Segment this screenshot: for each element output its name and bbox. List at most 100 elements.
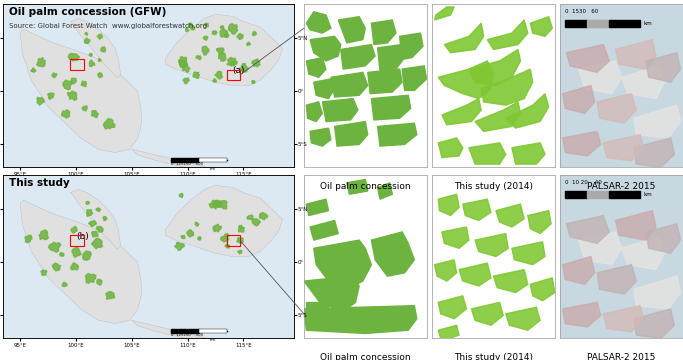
Text: This study (2014): This study (2014): [454, 182, 533, 191]
Polygon shape: [634, 138, 674, 167]
Polygon shape: [307, 58, 326, 77]
Polygon shape: [218, 201, 227, 209]
Polygon shape: [221, 237, 229, 242]
Polygon shape: [400, 33, 423, 59]
Polygon shape: [603, 135, 644, 161]
Polygon shape: [563, 131, 601, 156]
Text: Oil palm concession: Oil palm concession: [320, 353, 410, 360]
Text: Oil palm concession (GFW): Oil palm concession (GFW): [10, 7, 167, 17]
Polygon shape: [193, 72, 199, 78]
Polygon shape: [587, 191, 609, 198]
Polygon shape: [191, 26, 195, 30]
Polygon shape: [251, 80, 255, 84]
Polygon shape: [442, 99, 482, 125]
Polygon shape: [438, 194, 459, 216]
Polygon shape: [60, 253, 64, 256]
Polygon shape: [171, 158, 199, 162]
Polygon shape: [92, 231, 98, 237]
Polygon shape: [307, 102, 322, 122]
Polygon shape: [471, 302, 503, 325]
Polygon shape: [331, 302, 347, 315]
Polygon shape: [335, 122, 367, 146]
Polygon shape: [213, 224, 221, 232]
Polygon shape: [378, 123, 417, 146]
Polygon shape: [220, 28, 228, 37]
Text: Source: Global Forest Watch  www.globalforestwatch.org: Source: Global Forest Watch www.globalfo…: [10, 23, 207, 29]
Bar: [70, 59, 84, 69]
Bar: [227, 235, 240, 246]
Polygon shape: [180, 61, 188, 68]
Polygon shape: [227, 58, 238, 66]
Polygon shape: [188, 23, 193, 29]
Polygon shape: [378, 183, 392, 199]
Polygon shape: [307, 199, 329, 216]
Polygon shape: [213, 201, 222, 207]
Text: 0  10 20    40: 0 10 20 40: [566, 180, 602, 185]
Polygon shape: [225, 244, 229, 248]
Polygon shape: [563, 256, 595, 284]
Polygon shape: [179, 57, 186, 65]
Polygon shape: [307, 302, 329, 315]
Polygon shape: [62, 283, 67, 287]
Polygon shape: [563, 85, 595, 113]
Polygon shape: [634, 105, 680, 138]
Text: This study: This study: [10, 178, 70, 188]
Polygon shape: [260, 212, 268, 220]
Polygon shape: [20, 29, 142, 153]
Polygon shape: [68, 91, 76, 100]
Polygon shape: [97, 279, 102, 285]
Polygon shape: [367, 69, 402, 94]
Polygon shape: [459, 263, 491, 286]
Polygon shape: [20, 200, 142, 324]
Text: Oil palm concession: Oil palm concession: [320, 182, 410, 191]
Polygon shape: [52, 73, 57, 77]
Polygon shape: [434, 7, 454, 20]
Polygon shape: [603, 306, 644, 332]
Polygon shape: [180, 193, 183, 198]
Polygon shape: [165, 14, 283, 85]
Polygon shape: [71, 263, 79, 270]
Polygon shape: [238, 250, 242, 254]
Polygon shape: [87, 210, 93, 216]
Polygon shape: [252, 59, 260, 67]
Polygon shape: [165, 185, 283, 256]
Polygon shape: [239, 225, 242, 228]
Polygon shape: [615, 40, 656, 69]
Polygon shape: [61, 110, 70, 118]
Polygon shape: [530, 278, 555, 301]
Polygon shape: [338, 17, 365, 43]
Polygon shape: [341, 45, 375, 69]
Polygon shape: [238, 227, 245, 232]
Polygon shape: [434, 260, 457, 281]
Polygon shape: [82, 106, 87, 111]
Polygon shape: [224, 33, 229, 37]
Polygon shape: [96, 226, 103, 232]
Polygon shape: [307, 12, 331, 33]
Text: km: km: [210, 167, 216, 171]
Text: 0  125250    500: 0 125250 500: [171, 162, 203, 166]
Polygon shape: [85, 274, 96, 283]
Polygon shape: [103, 217, 107, 220]
Polygon shape: [482, 69, 533, 105]
Polygon shape: [98, 59, 101, 62]
Text: PALSAR-2 2015: PALSAR-2 2015: [587, 182, 656, 191]
Polygon shape: [71, 226, 77, 233]
Polygon shape: [237, 33, 243, 39]
Polygon shape: [231, 61, 235, 66]
Polygon shape: [81, 81, 87, 87]
Polygon shape: [646, 224, 680, 253]
Polygon shape: [372, 20, 396, 45]
Polygon shape: [182, 65, 190, 72]
Polygon shape: [579, 61, 622, 94]
Polygon shape: [86, 201, 89, 204]
Polygon shape: [48, 93, 54, 99]
Polygon shape: [615, 211, 656, 240]
Polygon shape: [512, 143, 545, 164]
Polygon shape: [181, 235, 185, 239]
Polygon shape: [37, 58, 45, 67]
Polygon shape: [622, 237, 665, 270]
Polygon shape: [488, 20, 528, 49]
Polygon shape: [85, 38, 90, 43]
Polygon shape: [41, 270, 46, 275]
Polygon shape: [196, 55, 201, 59]
